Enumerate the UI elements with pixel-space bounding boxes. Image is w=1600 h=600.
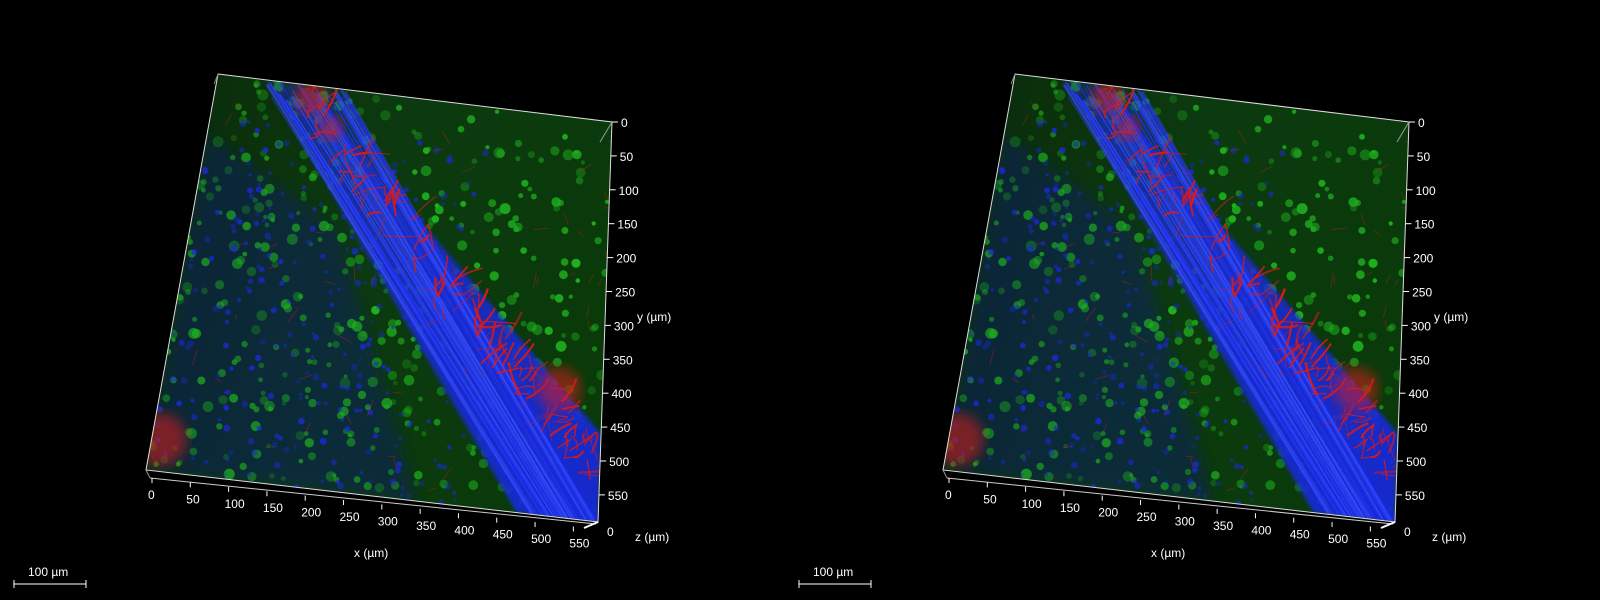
x-axis: 0 50 100 150 200 250 300 350 400 450 500 550 xyxy=(945,478,1387,551)
y-tick-label: 400 xyxy=(612,387,632,401)
x-tick-label: 450 xyxy=(493,528,513,542)
y-tick-label: 200 xyxy=(1413,252,1433,266)
y-tick-label: 200 xyxy=(616,252,636,266)
bounding-box xyxy=(145,73,613,529)
x-tick-label: 50 xyxy=(186,492,200,506)
y-tick-label: 300 xyxy=(1411,319,1431,333)
z-axis-tick: 0 xyxy=(607,525,614,539)
y-tick-label: 250 xyxy=(1412,286,1432,300)
scale-bar: 100 µm xyxy=(798,565,872,588)
y-axis-label: y (µm) xyxy=(637,310,671,324)
x-tick-label: 250 xyxy=(340,510,360,524)
y-tick-label: 150 xyxy=(1414,218,1434,232)
y-tick-label: 150 xyxy=(617,218,637,232)
x-tick-label: 400 xyxy=(1251,523,1271,537)
x-tick-label: 350 xyxy=(416,519,436,533)
y-tick-label: 550 xyxy=(608,489,628,503)
scale-bar: 100 µm xyxy=(13,565,87,588)
x-tick-label: 550 xyxy=(569,537,589,551)
y-tick-label: 500 xyxy=(1406,455,1426,469)
y-tick-label: 500 xyxy=(609,455,629,469)
y-tick-label: 450 xyxy=(610,421,630,435)
y-tick-label: 100 xyxy=(1416,184,1436,198)
x-tick-label: 300 xyxy=(378,514,398,528)
x-axis: 0 50 100 150 200 250 300 350 400 450 500 550 xyxy=(148,478,590,551)
scale-bar-label: 100 µm xyxy=(813,565,853,579)
x-tick-label: 400 xyxy=(454,523,474,537)
y-tick-label: 0 xyxy=(1418,116,1425,130)
x-tick-label: 200 xyxy=(1098,506,1118,520)
x-axis-label: x (µm) xyxy=(1151,546,1185,560)
x-tick-label: 500 xyxy=(1328,532,1348,546)
y-axis-label: y (µm) xyxy=(1434,310,1468,324)
scale-bar-label: 100 µm xyxy=(28,565,68,579)
x-tick-label: 0 xyxy=(945,488,952,502)
x-tick-label: 100 xyxy=(225,497,245,511)
y-tick-label: 350 xyxy=(1410,353,1430,367)
y-tick-label: 0 xyxy=(621,116,628,130)
x-tick-label: 0 xyxy=(148,488,155,502)
x-tick-label: 550 xyxy=(1366,537,1386,551)
y-tick-label: 50 xyxy=(1417,150,1431,164)
x-tick-label: 100 xyxy=(1022,497,1042,511)
y-tick-label: 450 xyxy=(1407,421,1427,435)
y-tick-label: 100 xyxy=(619,184,639,198)
y-tick-label: 250 xyxy=(615,286,635,300)
y-tick-label: 300 xyxy=(614,319,634,333)
x-tick-label: 350 xyxy=(1213,519,1233,533)
z-axis-tick: 0 xyxy=(1404,525,1411,539)
y-axis: 0 50 100 150 200 250 300 350 400 450 500 550 xyxy=(1395,116,1436,503)
x-tick-label: 300 xyxy=(1175,514,1195,528)
x-tick-label: 150 xyxy=(263,501,283,515)
bounding-box xyxy=(942,73,1410,529)
x-tick-label: 150 xyxy=(1060,501,1080,515)
y-axis: 0 50 100 150 200 250 300 350 400 450 500 550 xyxy=(598,116,639,503)
z-axis-label: z (µm) xyxy=(635,530,669,544)
x-tick-label: 450 xyxy=(1290,528,1310,542)
x-axis-label: x (µm) xyxy=(354,546,388,560)
y-tick-label: 50 xyxy=(620,150,634,164)
x-tick-label: 250 xyxy=(1137,510,1157,524)
z-axis-label: z (µm) xyxy=(1432,530,1466,544)
x-tick-label: 50 xyxy=(983,492,997,506)
y-tick-label: 350 xyxy=(613,353,633,367)
y-tick-label: 400 xyxy=(1409,387,1429,401)
x-tick-label: 200 xyxy=(301,506,321,520)
x-tick-label: 500 xyxy=(531,532,551,546)
volume-render xyxy=(943,74,1409,522)
y-tick-label: 550 xyxy=(1405,489,1425,503)
